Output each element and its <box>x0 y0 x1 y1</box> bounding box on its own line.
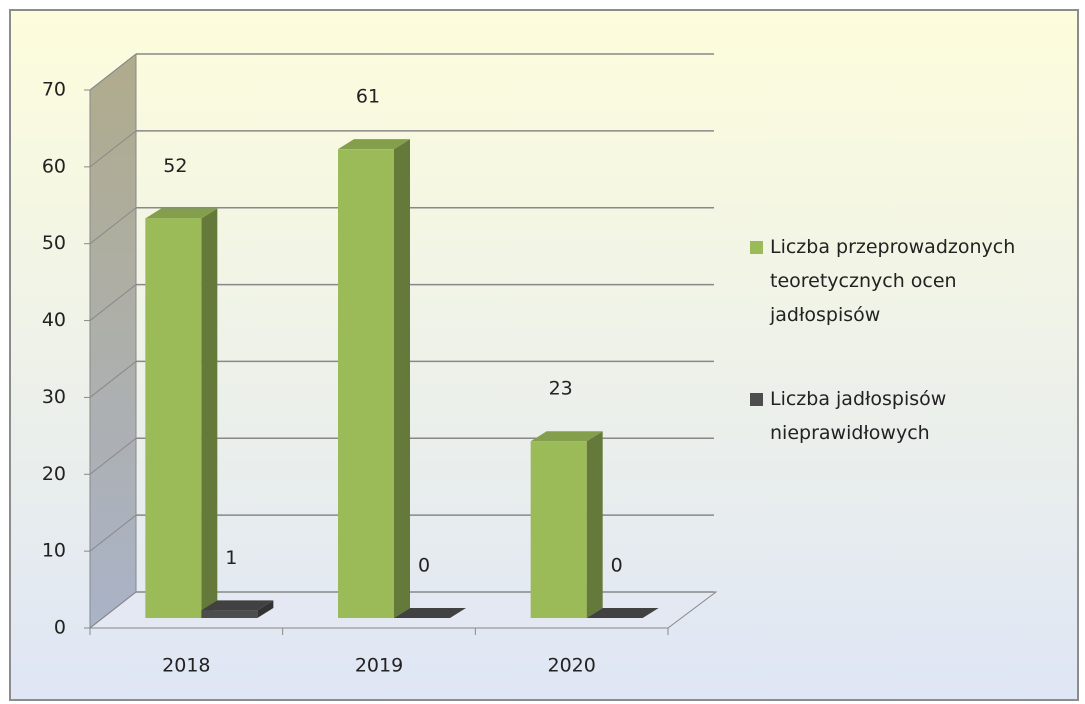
value-label: 61 <box>356 86 380 108</box>
grid-line <box>89 437 137 475</box>
grid-line <box>89 591 137 629</box>
bar-top <box>586 608 659 618</box>
y-tick-label: 70 <box>42 79 66 101</box>
grid-line <box>89 130 137 168</box>
bar <box>338 149 394 618</box>
legend-swatch <box>750 241 763 254</box>
legend-label: Liczba przeprowadzonych teoretycznych oc… <box>770 236 1016 326</box>
y-tick-label: 60 <box>42 155 66 177</box>
grid-line <box>89 53 137 91</box>
bar-top <box>530 431 603 442</box>
x-tick-label: 2018 <box>162 655 210 677</box>
grid-line <box>89 361 137 398</box>
bar <box>201 610 258 618</box>
bar-side <box>201 208 218 619</box>
grid-line <box>89 514 137 552</box>
bar-top <box>394 608 466 618</box>
y-tick-label: 50 <box>42 232 66 254</box>
grid-line <box>89 207 137 245</box>
bar-top <box>201 600 274 611</box>
value-label: 1 <box>225 547 237 569</box>
y-tick-label: 30 <box>42 386 66 408</box>
value-label: 0 <box>611 555 623 577</box>
value-label: 0 <box>418 555 430 577</box>
value-label: 52 <box>163 155 187 177</box>
y-tick-label: 0 <box>54 617 66 639</box>
value-label: 23 <box>549 378 573 400</box>
bar-top <box>145 208 218 219</box>
side-wall <box>89 52 137 630</box>
y-tick-label: 40 <box>42 309 66 331</box>
x-tick-label: 2019 <box>355 655 403 677</box>
legend-item: Liczba przeprowadzonych teoretycznych oc… <box>750 230 1070 332</box>
bar-side <box>394 139 410 618</box>
x-tick-label: 2020 <box>547 655 595 677</box>
bar <box>145 218 202 619</box>
bar <box>530 441 587 618</box>
legend-item: Liczba jadłospisów nieprawidłowych <box>750 382 1070 450</box>
bar-side <box>257 600 274 618</box>
legend-swatch <box>750 393 763 406</box>
legend: Liczba przeprowadzonych teoretycznych oc… <box>750 230 1070 500</box>
bar-top <box>338 139 410 150</box>
bar-side <box>586 431 603 618</box>
grid-line <box>89 284 137 321</box>
y-tick-label: 10 <box>42 540 66 562</box>
legend-label: Liczba jadłospisów nieprawidłowych <box>770 388 947 444</box>
y-tick-label: 20 <box>42 463 66 485</box>
